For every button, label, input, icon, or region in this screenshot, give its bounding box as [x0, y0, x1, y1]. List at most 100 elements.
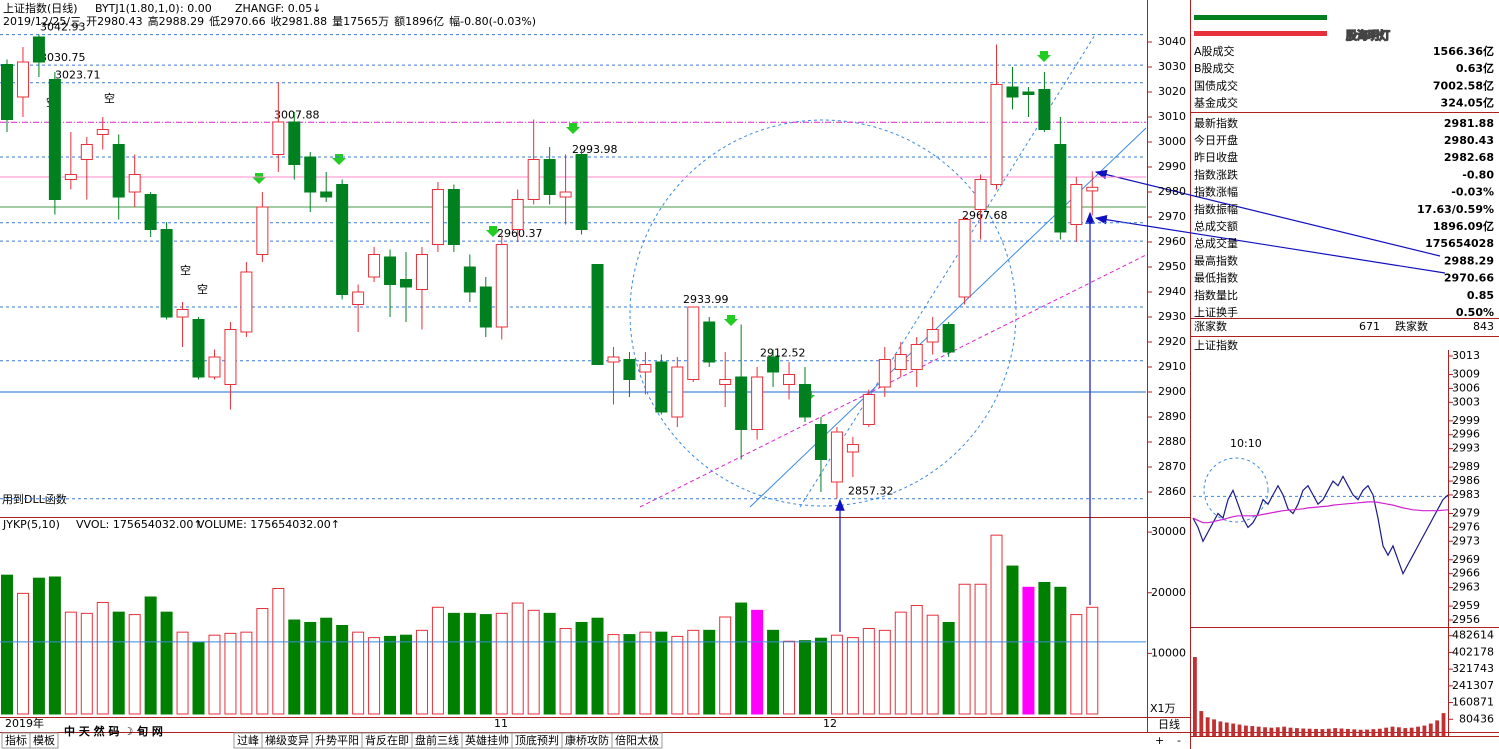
candle-body [176, 309, 189, 318]
row-value: 2988.29 [1444, 254, 1494, 267]
candle-body [1070, 184, 1083, 225]
candle-body [336, 184, 349, 295]
breadth: 跌家数 [1395, 319, 1428, 333]
tab[interactable]: 顶底预判 [515, 733, 559, 747]
header-info: 幅-0.80(-0.03%) [449, 15, 536, 28]
volume-bar [591, 617, 604, 715]
zoom-in[interactable]: + [1155, 734, 1164, 747]
candle-body [368, 254, 381, 278]
volume-bar [910, 604, 923, 715]
tab[interactable]: 盘前三线 [415, 733, 459, 747]
breadth: 671 [1359, 320, 1380, 333]
candle-body [878, 359, 891, 388]
tab[interactable]: 梯级变异 [265, 733, 309, 747]
y-tick-label: 2930 [1158, 310, 1186, 323]
y-tick-label: 2900 [1158, 385, 1186, 398]
row-value: 175654028 [1425, 237, 1494, 250]
tab[interactable]: 升势平阳 [315, 734, 359, 747]
y-tick-label: 402178 [1452, 645, 1494, 658]
candle-body [224, 329, 237, 385]
y-tick-label: 2999 [1452, 414, 1480, 427]
y-tick-label: 160871 [1452, 696, 1494, 709]
volume-bar [1224, 722, 1229, 736]
tab[interactable]: 倍阳太极 [615, 733, 659, 747]
volume-bar [320, 617, 333, 715]
y-tick-label: 2986 [1452, 474, 1480, 487]
zoom-out[interactable]: - [1177, 734, 1181, 747]
header-info: 2019/12/25/三 [3, 15, 81, 28]
volume-bar [304, 621, 317, 715]
candle-body [942, 324, 955, 353]
candle-body [304, 156, 317, 193]
volume-bar [783, 640, 796, 715]
level-label: 2933.99 [683, 293, 729, 306]
zhangf: ZHANGF: 0.05↓ [235, 2, 321, 15]
x-label: 11 [494, 717, 508, 730]
row-value: -0.80 [1462, 168, 1494, 181]
row-value: -0.03% [1451, 186, 1494, 199]
volume-bar [623, 634, 636, 715]
tab[interactable]: 过峰 [237, 734, 259, 747]
tab[interactable]: 康桥攻防 [565, 733, 609, 747]
tab[interactable]: 模板 [33, 733, 55, 747]
volume-bar [926, 614, 939, 715]
candle-body [511, 199, 524, 230]
candle-body [112, 144, 125, 198]
tab-frame [611, 732, 663, 749]
header-info: 低2970.66 [209, 15, 266, 28]
volume-bar [336, 624, 349, 715]
y-tick-label: 2870 [1158, 460, 1186, 473]
bar-indicator [1194, 15, 1249, 20]
candle-body [559, 191, 572, 198]
y-tick-label: 2890 [1158, 410, 1186, 423]
y-tick-label: 3000 [1158, 135, 1186, 148]
volume-bar [431, 606, 444, 715]
candle-body [639, 364, 652, 373]
volume-bar [1352, 729, 1357, 736]
y-tick-label: 3009 [1452, 368, 1480, 381]
tab[interactable]: 指标 [5, 733, 27, 747]
volume-bar [1275, 727, 1280, 736]
row-value: 0.63亿 [1456, 61, 1494, 75]
volume-bar [384, 635, 397, 715]
volume-bar [1, 574, 13, 715]
candle-body [783, 374, 796, 385]
volume-bar [1371, 729, 1376, 736]
volume-bar [479, 614, 492, 715]
volume-bar [958, 583, 971, 715]
row-label: 上证换手 [1194, 305, 1238, 319]
candle-body [830, 431, 843, 483]
volume-bar [1339, 728, 1344, 736]
row-value: 2982.68 [1444, 151, 1494, 164]
volume-title: JYKP(5,10) [2, 518, 60, 531]
candle-body [447, 189, 460, 245]
row-label: 基金成交 [1194, 96, 1238, 110]
intraday-line [1192, 501, 1449, 524]
candle-body [32, 36, 45, 63]
volume-bar [192, 641, 205, 715]
overlay-text: 中 天 然 码 ☽ 旬 网 [64, 724, 163, 738]
level-label: 2912.52 [760, 347, 806, 360]
level-label: 2967.68 [962, 209, 1008, 222]
y-tick-label: 2993 [1452, 442, 1480, 455]
y-tick-label: 3030 [1158, 60, 1186, 73]
tab[interactable]: 英雄挂帅 [465, 733, 509, 747]
volume-bar [543, 612, 556, 715]
candle-body [48, 79, 61, 200]
x-label: 12 [823, 717, 837, 730]
volume-bar [272, 588, 285, 715]
volume-bar [1326, 728, 1331, 736]
tab[interactable]: 背反在即 [365, 733, 409, 747]
candle-body [1086, 186, 1099, 192]
period[interactable]: 日线 [1158, 717, 1180, 731]
row-value: 0.85 [1467, 289, 1494, 302]
candle-body [671, 366, 684, 418]
volume-bar [1441, 713, 1446, 736]
row-label: 指数涨跌 [1194, 167, 1238, 181]
volume-bar [224, 632, 237, 715]
volume-bar [846, 637, 859, 715]
row-label: Β股成交 [1194, 61, 1235, 75]
volume-bar [687, 629, 700, 715]
